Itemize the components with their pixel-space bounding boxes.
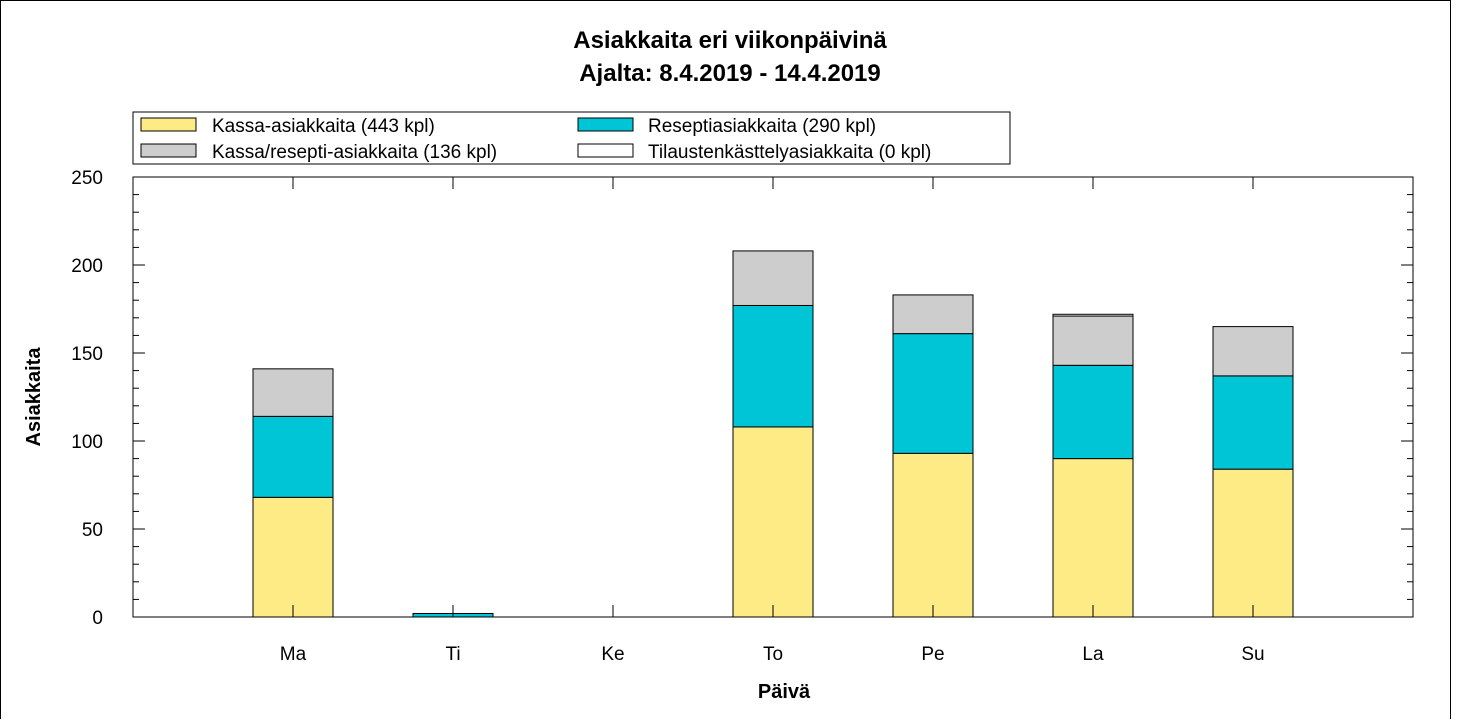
y-tick-label: 250 <box>71 168 103 189</box>
x-tick-label-la: La <box>1082 644 1104 665</box>
legend-swatch-tilaus <box>577 143 634 158</box>
bar-la-series-3 <box>1052 313 1134 317</box>
y-axis-title: Asiakkaita <box>23 347 45 447</box>
y-tick-label: 50 <box>82 520 103 541</box>
bar-la-series-2 <box>1052 315 1134 366</box>
bar-su-series-0 <box>1212 468 1294 618</box>
x-axis-title: Päivä <box>758 681 811 703</box>
y-tick-label: 200 <box>71 256 103 277</box>
bar-pe-series-2 <box>892 294 974 335</box>
y-tick-label: 0 <box>92 608 103 629</box>
chart-title: Asiakkaita eri viikonpäivinä <box>573 27 887 54</box>
x-tick-label-to: To <box>763 644 783 665</box>
legend-swatch-kassa-resepti <box>140 143 197 158</box>
y-axis: 0 50 100 150 200 250 <box>71 168 1413 629</box>
x-tick-label-pe: Pe <box>921 644 944 665</box>
bar-su-series-2 <box>1212 326 1294 377</box>
bar-ma-series-0 <box>252 496 334 618</box>
bar-pe-series-1 <box>892 333 974 454</box>
legend: Kassa-asiakkaita (443 kpl) Reseptiasiakk… <box>132 111 1011 165</box>
bar-to-series-1 <box>732 304 814 428</box>
legend-label-tilaus: Tilaustenkästtelyasiakkaita (0 kpl) <box>648 142 931 163</box>
legend-label-resepti: Reseptiasiakkaita (290 kpl) <box>648 116 876 137</box>
y-tick-label: 100 <box>71 432 103 453</box>
bar-to-series-0 <box>732 426 814 618</box>
x-tick-label-ma: Ma <box>280 644 307 665</box>
bar-ma-series-2 <box>252 368 334 417</box>
y-tick-label: 150 <box>71 344 103 365</box>
legend-swatch-resepti <box>577 117 634 132</box>
legend-label-kassa: Kassa-asiakkaita (443 kpl) <box>212 116 435 137</box>
x-tick-label-ti: Ti <box>445 644 460 665</box>
bars <box>252 250 1294 618</box>
chart-subtitle: Ajalta: 8.4.2019 - 14.4.2019 <box>579 60 881 87</box>
legend-box <box>132 111 1011 165</box>
bar-pe-series-0 <box>892 452 974 618</box>
legend-label-kassa-resepti: Kassa/resepti-asiakkaita (136 kpl) <box>212 142 497 163</box>
x-axis: Ma Ti Ke To Pe La Su <box>280 177 1265 665</box>
bar-ma-series-1 <box>252 415 334 498</box>
bar-la-series-0 <box>1052 458 1134 618</box>
bar-to-series-2 <box>732 250 814 306</box>
legend-swatch-kassa <box>140 117 197 132</box>
bar-su-series-1 <box>1212 375 1294 470</box>
bar-la-series-1 <box>1052 364 1134 460</box>
x-tick-label-su: Su <box>1241 644 1264 665</box>
x-tick-label-ke: Ke <box>601 644 624 665</box>
